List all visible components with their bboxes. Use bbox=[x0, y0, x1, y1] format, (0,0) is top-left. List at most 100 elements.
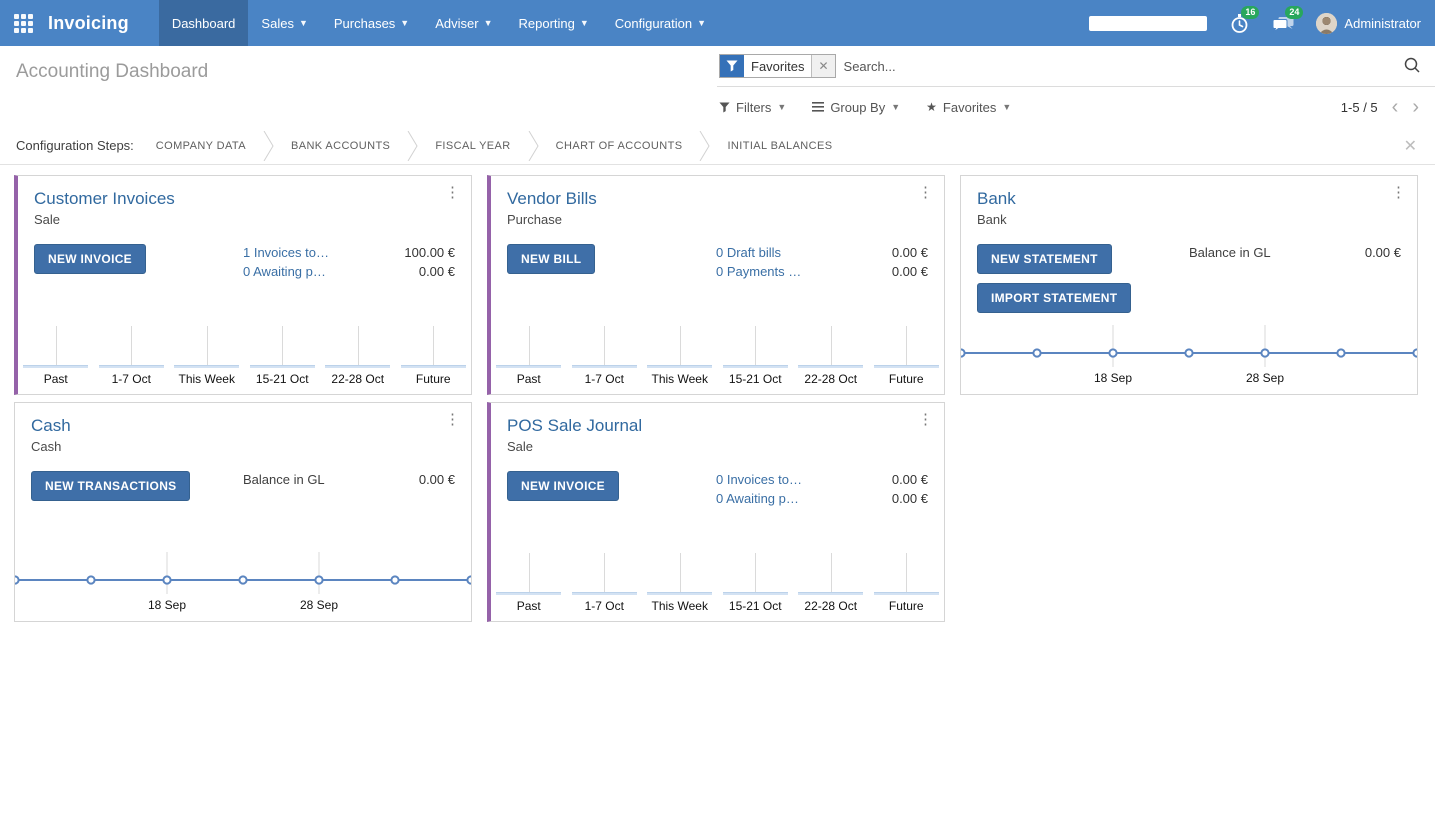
card-header: Vendor Bills Purchase bbox=[491, 176, 944, 227]
menu-item-configuration[interactable]: Configuration ▼ bbox=[602, 0, 719, 46]
line-marker bbox=[466, 575, 471, 585]
stat-value: 0.00 € bbox=[891, 264, 928, 279]
menu-item-purchases[interactable]: Purchases ▼ bbox=[321, 0, 422, 46]
config-step-chart-of-accounts[interactable]: CHART OF ACCOUNTS bbox=[555, 139, 683, 152]
group-by-icon bbox=[812, 102, 825, 112]
card-title[interactable]: Cash bbox=[31, 416, 71, 435]
stat-link[interactable]: 0 Invoices to… bbox=[716, 472, 802, 487]
axis-tick-label: 18 Sep bbox=[147, 598, 187, 612]
bar-slot bbox=[869, 326, 945, 368]
stat-value: 0.00 € bbox=[418, 472, 455, 487]
line-marker bbox=[238, 575, 248, 585]
new-bill-button[interactable]: NEW BILL bbox=[507, 244, 596, 274]
messages-icon[interactable]: 24 bbox=[1272, 5, 1304, 34]
card-header: Cash Cash bbox=[15, 403, 471, 454]
pager: 1-5 / 5 ‹ › bbox=[1340, 96, 1435, 118]
avatar bbox=[1316, 12, 1338, 34]
x-axis-labels: Past 1-7 Oct This Week 15-21 Oct 22-28 Oct Fu… bbox=[491, 368, 944, 394]
line-marker bbox=[15, 575, 20, 585]
config-steps-close-icon[interactable]: ✕ bbox=[1403, 137, 1417, 155]
card-kebab-menu-icon[interactable]: ⋮ bbox=[918, 411, 933, 428]
config-step-fiscal-year[interactable]: FISCAL YEAR bbox=[435, 139, 511, 152]
stat-link[interactable]: 0 Awaiting p… bbox=[243, 264, 326, 279]
card-body: NEW INVOICE 0 Invoices to… 0.00 €0 Awaitin… bbox=[491, 454, 944, 508]
user-menu[interactable]: Administrator bbox=[1316, 12, 1421, 34]
config-step-bank-accounts[interactable]: BANK ACCOUNTS bbox=[290, 139, 391, 152]
stat-label: Balance in GL bbox=[1189, 245, 1271, 260]
stat-row: 0 Awaiting p… 0.00 € bbox=[716, 490, 928, 508]
import-statement-button[interactable]: IMPORT STATEMENT bbox=[977, 283, 1132, 313]
axis-tick-label: Future bbox=[415, 372, 451, 386]
pager-value[interactable]: 1-5 / 5 bbox=[1340, 99, 1378, 115]
stat-link[interactable]: 0 Draft bills bbox=[716, 245, 782, 260]
card-title[interactable]: Customer Invoices bbox=[34, 189, 175, 208]
axis-tick-label: 1-7 Oct bbox=[584, 372, 624, 386]
new-statement-button[interactable]: NEW STATEMENT bbox=[977, 244, 1112, 274]
stat-link[interactable]: 0 Awaiting p… bbox=[716, 491, 799, 506]
card-kebab-menu-icon[interactable]: ⋮ bbox=[1391, 184, 1406, 201]
new-transactions-button[interactable]: NEW TRANSACTIONS bbox=[31, 471, 191, 501]
chart-gridline bbox=[755, 553, 757, 595]
filters-button[interactable]: Filters ▼ bbox=[719, 100, 786, 115]
stat-link[interactable]: 1 Invoices to… bbox=[243, 245, 329, 260]
x-axis-labels: 18 Sep 28 Sep bbox=[961, 367, 1417, 394]
facet-remove-icon[interactable]: ✕ bbox=[811, 55, 835, 77]
menu-item-reporting[interactable]: Reporting ▼ bbox=[506, 0, 602, 46]
bar-segment bbox=[23, 365, 89, 368]
line-marker bbox=[390, 575, 400, 585]
stat-row: Balance in GL 0.00 € bbox=[1189, 244, 1401, 262]
menu-item-label: Reporting bbox=[518, 15, 575, 31]
apps-menu-icon[interactable] bbox=[14, 13, 33, 33]
card-title[interactable]: Bank bbox=[977, 189, 1016, 208]
favorites-button[interactable]: ★ Favorites ▼ bbox=[926, 99, 1012, 115]
journal-card-vendor-bills: ⋮ Vendor Bills Purchase NEW BILL 0 Draft bil… bbox=[487, 175, 945, 395]
stat-value: 0.00 € bbox=[418, 264, 455, 279]
line-marker bbox=[1108, 348, 1118, 358]
menu-item-adviser[interactable]: Adviser ▼ bbox=[422, 0, 505, 46]
bar-segment bbox=[496, 365, 562, 368]
card-kebab-menu-icon[interactable]: ⋮ bbox=[445, 411, 460, 428]
app-name[interactable]: Invoicing bbox=[48, 12, 129, 33]
bar-segment bbox=[722, 365, 788, 368]
new-invoice-button[interactable]: NEW INVOICE bbox=[34, 244, 146, 274]
search-icon[interactable] bbox=[1403, 56, 1421, 77]
activities-icon[interactable]: 16 bbox=[1229, 5, 1260, 34]
bar-slot bbox=[94, 326, 170, 368]
card-header: Customer Invoices Sale bbox=[18, 176, 471, 227]
config-step-initial-balances[interactable]: INITIAL BALANCES bbox=[727, 139, 833, 152]
bar-slot bbox=[567, 326, 643, 368]
group-by-button[interactable]: Group By ▼ bbox=[812, 100, 900, 115]
search-input[interactable] bbox=[835, 58, 1403, 74]
new-invoice-button[interactable]: NEW INVOICE bbox=[507, 471, 619, 501]
menu-item-sales[interactable]: Sales ▼ bbox=[248, 0, 320, 46]
menu-item-label: Adviser bbox=[435, 15, 479, 31]
chart-gridline bbox=[830, 553, 832, 595]
card-header: POS Sale Journal Sale bbox=[491, 403, 944, 454]
bar-segment bbox=[873, 592, 939, 595]
card-title[interactable]: POS Sale Journal bbox=[507, 416, 643, 435]
pager-next-icon[interactable]: › bbox=[1412, 96, 1419, 118]
clock-icon bbox=[1232, 13, 1248, 33]
menu-item-dashboard[interactable]: Dashboard bbox=[158, 0, 249, 46]
chart-gridline bbox=[282, 326, 284, 368]
card-kebab-menu-icon[interactable]: ⋮ bbox=[445, 184, 460, 201]
search-facet: Favorites ✕ bbox=[719, 54, 836, 78]
chart-gridline bbox=[679, 326, 681, 368]
bar-segment bbox=[873, 365, 939, 368]
card-subtitle: Sale bbox=[507, 439, 534, 454]
axis-tick-label: Past bbox=[516, 599, 541, 613]
stat-link[interactable]: 0 Payments … bbox=[716, 264, 802, 279]
config-step-company-data[interactable]: COMPANY DATA bbox=[155, 139, 246, 152]
x-axis-labels: Past 1-7 Oct This Week 15-21 Oct 22-28 Oct Fu… bbox=[18, 368, 471, 394]
card-kebab-menu-icon[interactable]: ⋮ bbox=[918, 184, 933, 201]
card-stats: 1 Invoices to… 100.00 € 0 Awaiting p… 0.00 … bbox=[243, 244, 455, 281]
axis-tick-label: 22-28 Oct bbox=[331, 372, 385, 386]
line-marker bbox=[86, 575, 96, 585]
bar-slot bbox=[718, 553, 794, 595]
card-subtitle: Cash bbox=[31, 439, 62, 454]
pager-previous-icon[interactable]: ‹ bbox=[1391, 96, 1399, 118]
control-panel: Accounting Dashboard Favorites ✕ Filters… bbox=[0, 46, 1435, 127]
step-separator-arrow-icon bbox=[700, 130, 711, 161]
card-title[interactable]: Vendor Bills bbox=[507, 189, 597, 208]
stat-row: 1 Invoices to… 100.00 € bbox=[243, 244, 455, 262]
